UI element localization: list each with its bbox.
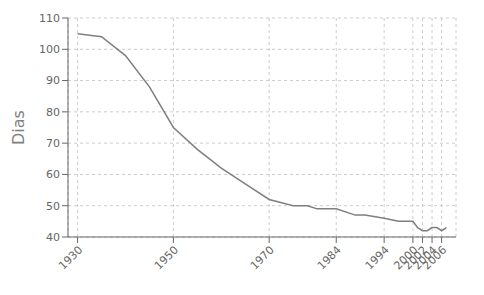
svg-text:110: 110 — [39, 12, 60, 25]
svg-text:2006: 2006 — [420, 243, 449, 272]
svg-text:70: 70 — [46, 137, 60, 150]
svg-text:1970: 1970 — [248, 243, 277, 272]
svg-text:1950: 1950 — [152, 243, 181, 272]
svg-text:90: 90 — [46, 74, 60, 87]
svg-text:1984: 1984 — [315, 243, 344, 272]
svg-text:50: 50 — [46, 200, 60, 213]
svg-text:Dias: Dias — [9, 110, 28, 145]
svg-text:1994: 1994 — [363, 243, 392, 272]
svg-text:1930: 1930 — [56, 243, 85, 272]
svg-text:80: 80 — [46, 106, 60, 119]
svg-text:100: 100 — [39, 43, 60, 56]
svg-text:40: 40 — [46, 231, 60, 244]
svg-text:60: 60 — [46, 168, 60, 181]
